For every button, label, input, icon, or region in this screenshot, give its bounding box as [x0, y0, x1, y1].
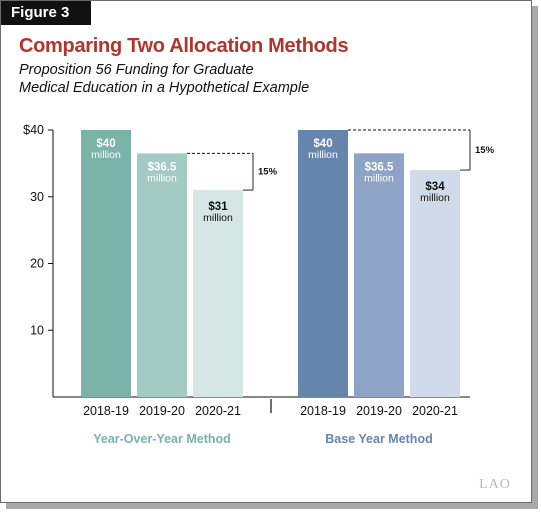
- x-tick-label: 2018-19: [83, 404, 129, 418]
- bar-unit-label: million: [420, 192, 450, 204]
- annotation-label: 15%: [475, 145, 495, 156]
- bar-value-label: $31: [208, 201, 228, 213]
- chart-subtitle: Proposition 56 Funding for Graduate Medi…: [19, 61, 419, 97]
- x-tick-label: 2019-20: [139, 404, 185, 418]
- group-label: Year-Over-Year Method: [93, 432, 231, 446]
- subtitle-line-1: Proposition 56 Funding for Graduate: [19, 62, 254, 78]
- bar-value-label: $36.5: [148, 161, 177, 173]
- x-tick-label: 2019-20: [356, 404, 402, 418]
- y-tick-label: 10: [30, 323, 44, 337]
- bar-value-label: $34: [425, 181, 445, 193]
- x-tick-label: 2020-21: [195, 404, 241, 418]
- y-tick-label: 30: [30, 190, 44, 204]
- bar: [193, 190, 243, 397]
- bar: [354, 153, 404, 397]
- bar-unit-label: million: [308, 149, 338, 161]
- y-tick-label: $40: [23, 123, 44, 137]
- group-label: Base Year Method: [325, 432, 432, 446]
- bar-value-label: $36.5: [365, 161, 394, 173]
- chart-title: Comparing Two Allocation Methods: [19, 35, 349, 57]
- bar-unit-label: million: [91, 149, 121, 161]
- bar: [81, 130, 131, 397]
- bar: [298, 130, 348, 397]
- bar-value-label: $40: [96, 138, 115, 150]
- subtitle-line-2: Medical Education in a Hypothetical Exam…: [19, 80, 310, 96]
- bar-unit-label: million: [147, 172, 177, 184]
- x-tick-label: 2020-21: [412, 404, 458, 418]
- x-tick-label: 2018-19: [300, 404, 346, 418]
- figure-label: Figure 3: [1, 1, 91, 25]
- bar: [137, 153, 187, 397]
- bar-unit-label: million: [203, 212, 233, 224]
- y-tick-label: 20: [30, 257, 44, 271]
- bar-unit-label: million: [364, 172, 394, 184]
- lao-logo: LAO: [479, 477, 511, 492]
- annotation-label: 15%: [258, 167, 278, 178]
- bar-value-label: $40: [313, 138, 332, 150]
- bar: [410, 170, 460, 397]
